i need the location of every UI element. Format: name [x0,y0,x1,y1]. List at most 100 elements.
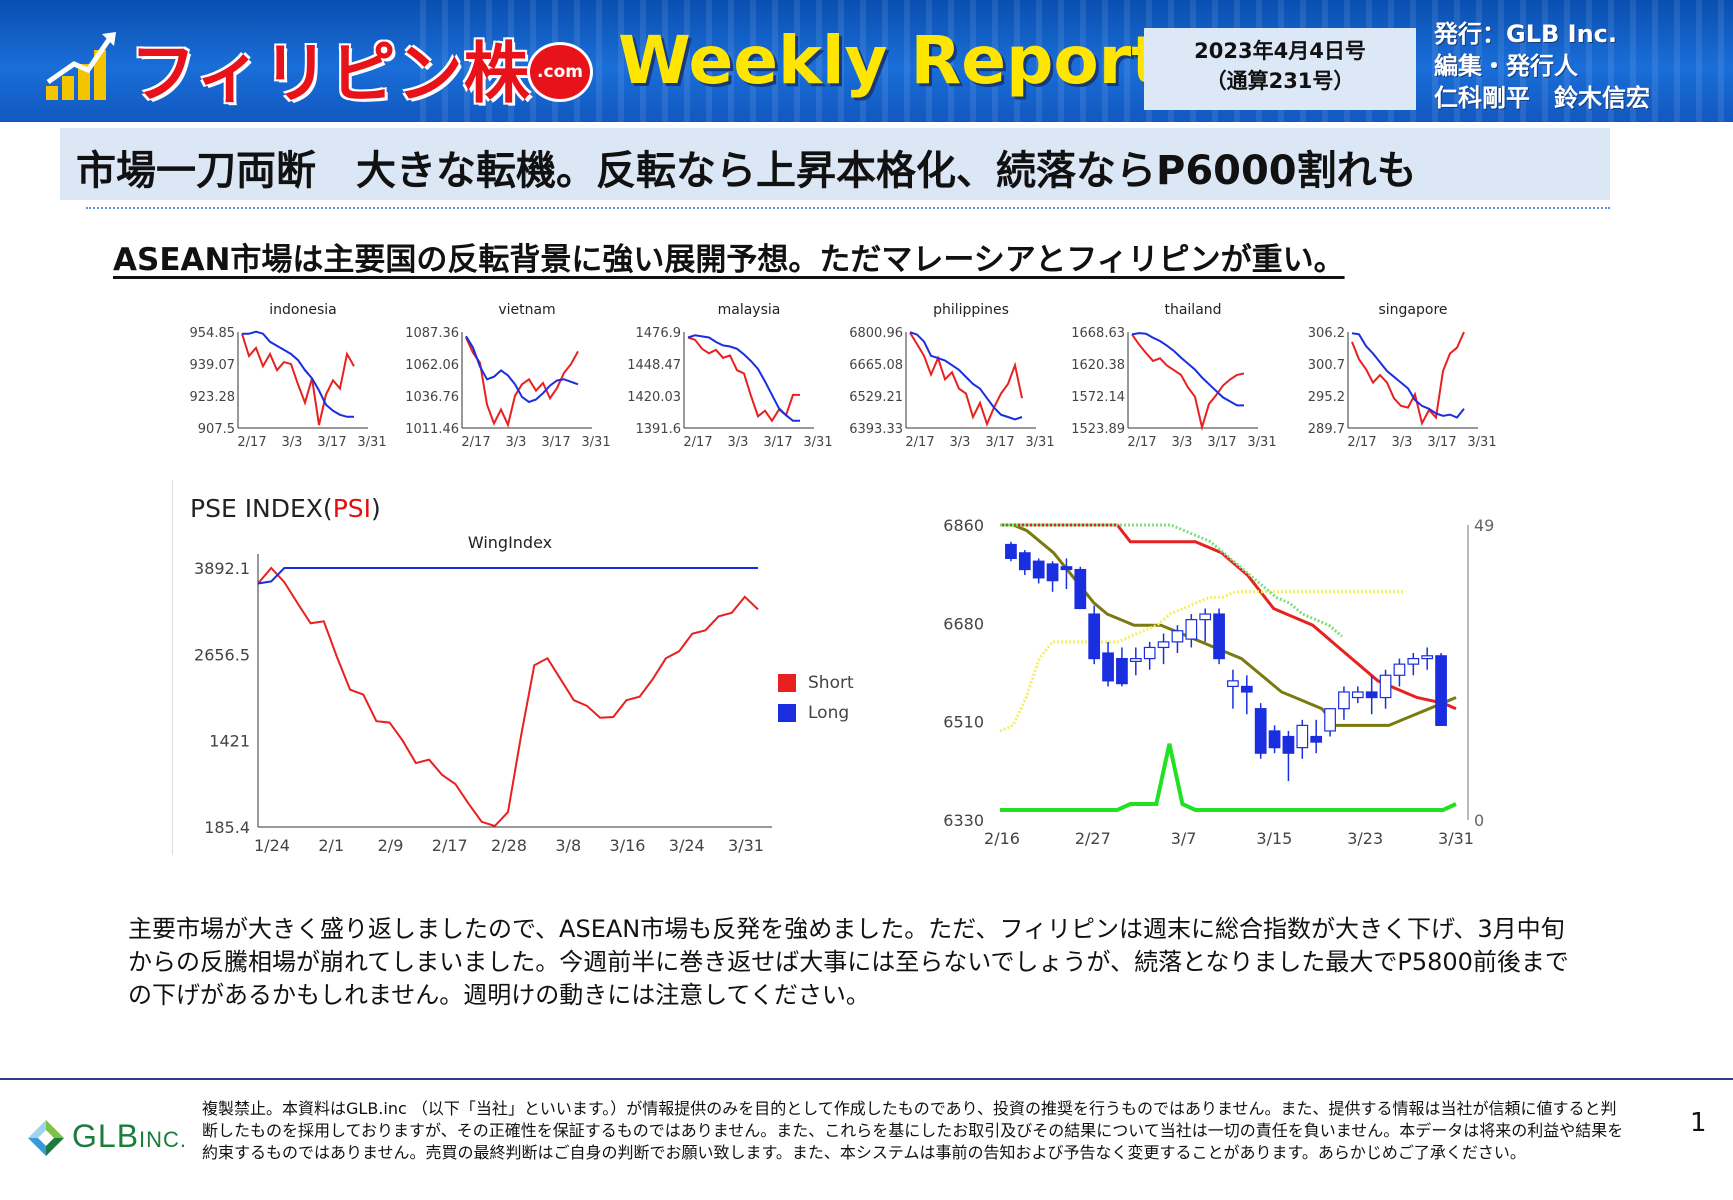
mini-chart-svg: vietnam 1087.36 1062.06 1036.76 1011.462/17 3… [405,302,610,450]
y-tick-label: 1476.9 [636,326,682,341]
x-tick-label: 3/31 [1025,435,1054,450]
x-tick-label: 2/17 [1347,435,1376,450]
x-tick-label: 3/31 [1247,435,1276,450]
bullish-candle [1351,691,1364,699]
y-tick-label: 6510 [943,713,984,732]
chart-title: thailand [1164,302,1221,318]
x-tick-label: 2/17 [683,435,712,450]
chart-thailand: thailand 1668.63 1620.38 1572.14 1523.89 2/17… [1058,296,1280,464]
issue-number: （通算231号） [1205,69,1355,93]
x-tick-label: 3/31 [1467,435,1496,450]
pse-heading-accent: PSI [332,494,372,523]
bullish-candle [1143,646,1156,660]
x-tick-label: 2/17 [905,435,934,450]
y-tick-label: 6680 [943,614,984,633]
bearish-candle [1088,613,1101,660]
bullish-candle [1421,655,1434,660]
x-tick-label: 3/3 [282,435,303,450]
y-tick-label: 1523.89 [1071,422,1125,437]
x-tick-label: 3/3 [950,435,971,450]
x-tick-label: 3/17 [541,435,570,450]
brand-name: フィリピン株 [130,35,531,112]
brand-suffix-badge: .com [527,42,593,102]
bullish-candle [1185,619,1198,640]
glb-logo-text: GLBINC. [72,1118,187,1155]
bullish-candle [1129,657,1142,662]
x-tick-label: 3/17 [985,435,1014,450]
y-tick-label: 1421 [209,732,250,751]
y-tick-label: 1391.6 [636,422,682,437]
green-indicator-line [1000,743,1457,812]
red-series-line [687,336,800,423]
blue-series-line [687,334,800,422]
chart-title: indonesia [269,302,336,318]
blue-series-line [465,335,579,404]
long-series-line [257,567,758,585]
y-tick-label: 939.07 [190,358,236,373]
bearish-candle [1268,730,1281,749]
chart-title: singapore [1378,302,1447,318]
pse-heading-close: ) [371,494,381,523]
commentary-text: 主要市場が大きく盛り返しましたので、ASEAN市場も反発を強めました。ただ、フィ… [128,915,1569,1009]
page-number: 1 [1690,1108,1707,1138]
x-tick-label: 2/17 [1127,435,1156,450]
y-tick-label: 907.5 [198,422,235,437]
x-tick-label: 1/24 [254,836,290,855]
bearish-candle [1032,560,1045,579]
bearish-candle [1060,566,1073,571]
red-series-line [465,337,579,428]
bearish-candle [1074,568,1087,610]
mini-chart-svg: thailand 1668.63 1620.38 1572.14 1523.892/17… [1071,302,1276,450]
lightgreen-indicator-line [1000,523,1343,638]
y-tick-label: 6529.21 [849,390,903,405]
pse-index-chart [172,480,873,855]
header-pattern [420,0,1733,122]
mini-chart-svg: singapore 306.2 300.7 295.2 289.72/17 3/3 3/17… [1308,302,1497,450]
legend-swatch-short [778,674,796,692]
legend-item-short: Short [778,668,854,698]
y-tick-label: 1620.38 [1071,358,1125,373]
y-tick-label: 1036.76 [405,390,459,405]
legend-label-long: Long [808,703,850,723]
blue-series-line [909,331,1023,421]
y-tick-label: 289.7 [1308,422,1345,437]
y-tick-label: 6665.08 [849,358,903,373]
chart-title: malaysia [718,302,781,318]
y-tick-label: 6800.96 [849,326,903,341]
y-tick-label: 185.4 [204,818,250,837]
bullish-candle [1324,708,1336,732]
subtitle: ASEAN市場は主要国の反転背景に強い展開予想。ただマレーシアとフィリピンが重い… [113,242,1345,278]
y-tick-label: 3892.1 [194,559,250,578]
blue-series-line [1351,332,1465,419]
y-tick-label: 1062.06 [405,358,459,373]
bearish-candle [1018,552,1031,571]
bullish-candle [1171,630,1184,643]
x-tick-label: 2/16 [984,829,1020,848]
mini-chart-svg: indonesia 954.85 939.07 923.28 907.52/17 3/3 3… [190,302,387,450]
divider [86,207,1610,209]
disclaimer-text: 複製禁止。本資料はGLB.inc （以下「当社」といいます。）が情報提供のみを目… [202,1099,1624,1162]
x-tick-label: 3/3 [1172,435,1193,450]
bearish-candle [1254,708,1267,754]
footer-divider [0,1078,1733,1080]
bearish-candle [1046,563,1059,582]
x-tick-label: 3/31 [803,435,832,450]
x-tick-label: 3/31 [1438,829,1474,848]
x-tick-label: 3/31 [728,836,764,855]
chart-vietnam: vietnam 1087.36 1062.06 1036.76 1011.46 2/17 3… [392,296,614,464]
y-tick-label: 300.7 [1308,358,1345,373]
editor-names: 仁科剛平 鈴木信宏 [1434,84,1650,112]
issue-box: 2023年4月4日号 （通算231号） [1144,28,1416,110]
bullish-candle [1157,641,1170,649]
y-tick-label: 1448.47 [627,358,681,373]
x-tick-label: 3/17 [1207,435,1236,450]
bullish-candle [1227,680,1239,688]
bearish-candle [1435,655,1447,726]
psei-candlestick-chart: 6860 6680 6510 6330 49 0 2/16 2/27 3/7 3/15 3/23 3/… [943,516,1494,848]
pse-index-plot: WingIndex 3892.1 2656.5 1421 185.41/24 2/1 2/9… [194,533,772,855]
x-tick-label: 2/17 [432,836,468,855]
x-tick-label: 3/31 [581,435,610,450]
chart-title: vietnam [498,302,555,318]
x-tick-label: 3/17 [1427,435,1456,450]
y-tick-label: 954.85 [190,326,236,341]
